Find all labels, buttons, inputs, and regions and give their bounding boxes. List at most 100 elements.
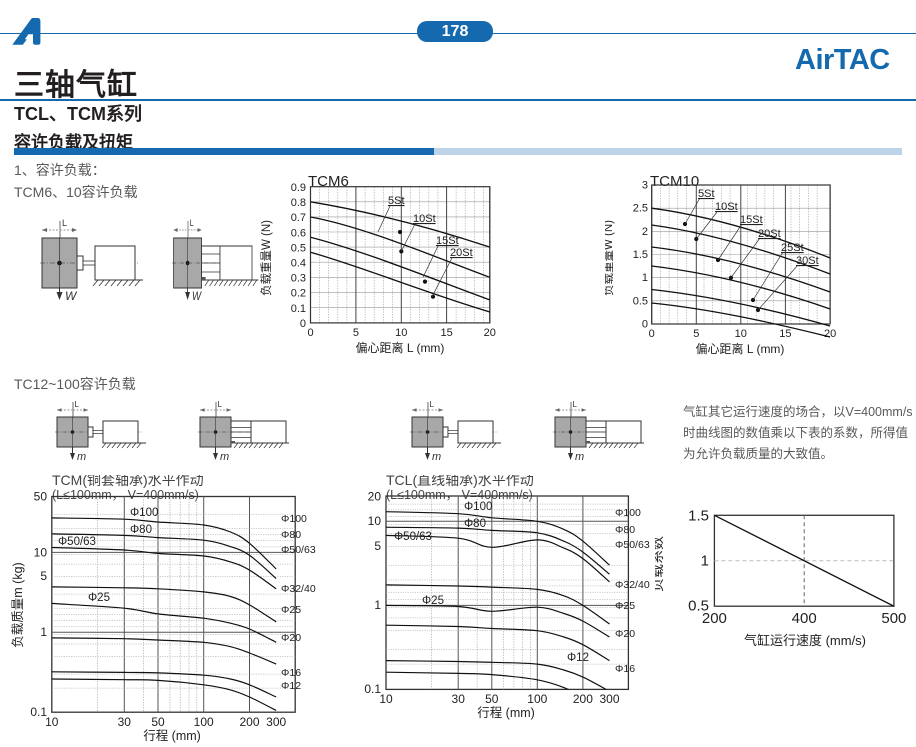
svg-text:50: 50 [485,692,499,706]
svg-text:2: 2 [642,226,648,238]
svg-text:(L≤100mm， V=400mm/s): (L≤100mm， V=400mm/s) [52,488,199,502]
svg-text:200: 200 [239,715,259,729]
svg-text:1: 1 [642,272,648,284]
svg-text:0.4: 0.4 [291,258,306,270]
svg-text:Φ100: Φ100 [130,507,158,519]
svg-text:20: 20 [484,327,496,339]
svg-text:Φ32/40: Φ32/40 [281,583,316,595]
svg-text:400: 400 [792,610,817,627]
svg-text:Φ50/63: Φ50/63 [58,536,96,548]
svg-text:0: 0 [642,319,648,331]
svg-text:负载系数: 负载系数 [655,536,665,592]
svg-text:20: 20 [368,490,382,504]
svg-text:15St: 15St [436,235,459,247]
svg-text:1: 1 [40,625,47,639]
svg-text:0.5: 0.5 [633,295,648,307]
svg-text:L: L [218,400,223,409]
svg-text:0: 0 [307,327,313,339]
svg-text:m: m [77,451,86,463]
svg-text:10St: 10St [715,201,738,213]
svg-text:10: 10 [379,692,393,706]
svg-text:m: m [575,451,584,463]
svg-text:负载质量m (kg): 负载质量m (kg) [11,562,25,647]
svg-text:500: 500 [881,610,906,627]
svg-text:30: 30 [118,715,132,729]
svg-text:20St: 20St [758,228,781,240]
svg-text:L: L [190,218,194,228]
svg-text:5: 5 [693,328,699,340]
svg-text:15St: 15St [740,214,763,226]
svg-text:15: 15 [440,327,452,339]
svg-text:Φ25: Φ25 [615,600,635,612]
svg-text:100: 100 [527,692,547,706]
svg-text:Φ16: Φ16 [615,663,635,675]
svg-text:Φ25: Φ25 [422,595,444,607]
svg-text:0.2: 0.2 [291,288,306,300]
svg-text:25St: 25St [781,242,804,254]
svg-text:Φ100: Φ100 [464,501,492,513]
svg-text:10: 10 [368,514,382,528]
svg-text:Φ80: Φ80 [615,524,635,536]
svg-text:1: 1 [374,598,381,612]
svg-text:30St: 30St [796,255,819,267]
svg-text:30: 30 [452,692,466,706]
svg-text:Φ80: Φ80 [464,518,486,530]
svg-text:L: L [62,218,67,228]
svg-text:TCL(直线轴承)水平作动: TCL(直线轴承)水平作动 [386,475,534,488]
svg-text:20: 20 [824,328,836,340]
svg-text:Φ50/63: Φ50/63 [281,544,316,556]
svg-text:5: 5 [40,569,47,583]
svg-text:TCM(铜套轴承)水平作动: TCM(铜套轴承)水平作动 [52,475,204,488]
svg-text:0.8: 0.8 [291,197,306,209]
svg-text:0.3: 0.3 [291,273,306,285]
svg-text:行程 (mm): 行程 (mm) [477,705,535,720]
svg-text:Φ50/63: Φ50/63 [615,539,650,551]
svg-text:Φ16: Φ16 [281,667,301,679]
svg-text:偏心距离 L (mm): 偏心距离 L (mm) [356,340,445,355]
svg-text:10: 10 [395,327,407,339]
svg-text:50: 50 [151,715,165,729]
svg-text:L: L [430,400,435,409]
svg-text:5: 5 [353,327,359,339]
svg-text:Φ25: Φ25 [88,592,110,604]
svg-text:5: 5 [374,539,381,553]
svg-text:20St: 20St [450,247,473,259]
svg-text:1.5: 1.5 [688,508,709,525]
svg-text:200: 200 [573,692,593,706]
svg-text:L: L [75,400,80,409]
svg-text:2.5: 2.5 [633,203,648,215]
svg-text:300: 300 [266,715,286,729]
svg-text:100: 100 [194,715,214,729]
svg-text:200: 200 [702,610,727,627]
svg-text:Φ32/40: Φ32/40 [615,579,650,591]
svg-text:W: W [65,289,78,301]
svg-text:0: 0 [649,328,655,340]
svg-text:10: 10 [45,715,59,729]
svg-text:10: 10 [34,546,48,560]
svg-text:0.6: 0.6 [291,227,306,239]
svg-text:15: 15 [779,328,791,340]
svg-text:Φ80: Φ80 [281,529,301,541]
svg-text:5St: 5St [388,195,405,207]
svg-text:1: 1 [701,553,709,570]
svg-text:L: L [573,400,578,409]
svg-text:(L≤100mm， V=400mm/s): (L≤100mm， V=400mm/s) [386,488,533,502]
svg-text:0.5: 0.5 [291,242,306,254]
svg-text:Φ25: Φ25 [281,604,301,616]
svg-text:1.5: 1.5 [633,249,648,261]
svg-text:Φ100: Φ100 [615,507,641,519]
svg-text:偏心距离 L (mm): 偏心距离 L (mm) [696,341,785,356]
svg-text:负载重量W (N): 负载重量W (N) [605,220,615,296]
svg-text:Φ12: Φ12 [281,680,301,692]
svg-text:50: 50 [34,490,48,504]
svg-text:10: 10 [735,328,747,340]
svg-text:0.7: 0.7 [291,212,306,224]
svg-text:Φ20: Φ20 [281,632,301,644]
svg-text:0.1: 0.1 [291,303,306,315]
svg-text:0: 0 [300,318,306,330]
svg-text:m: m [220,451,229,463]
svg-text:行程 (mm): 行程 (mm) [143,728,201,743]
svg-text:300: 300 [599,692,619,706]
svg-text:3: 3 [642,180,648,192]
svg-text:Φ80: Φ80 [130,524,152,536]
